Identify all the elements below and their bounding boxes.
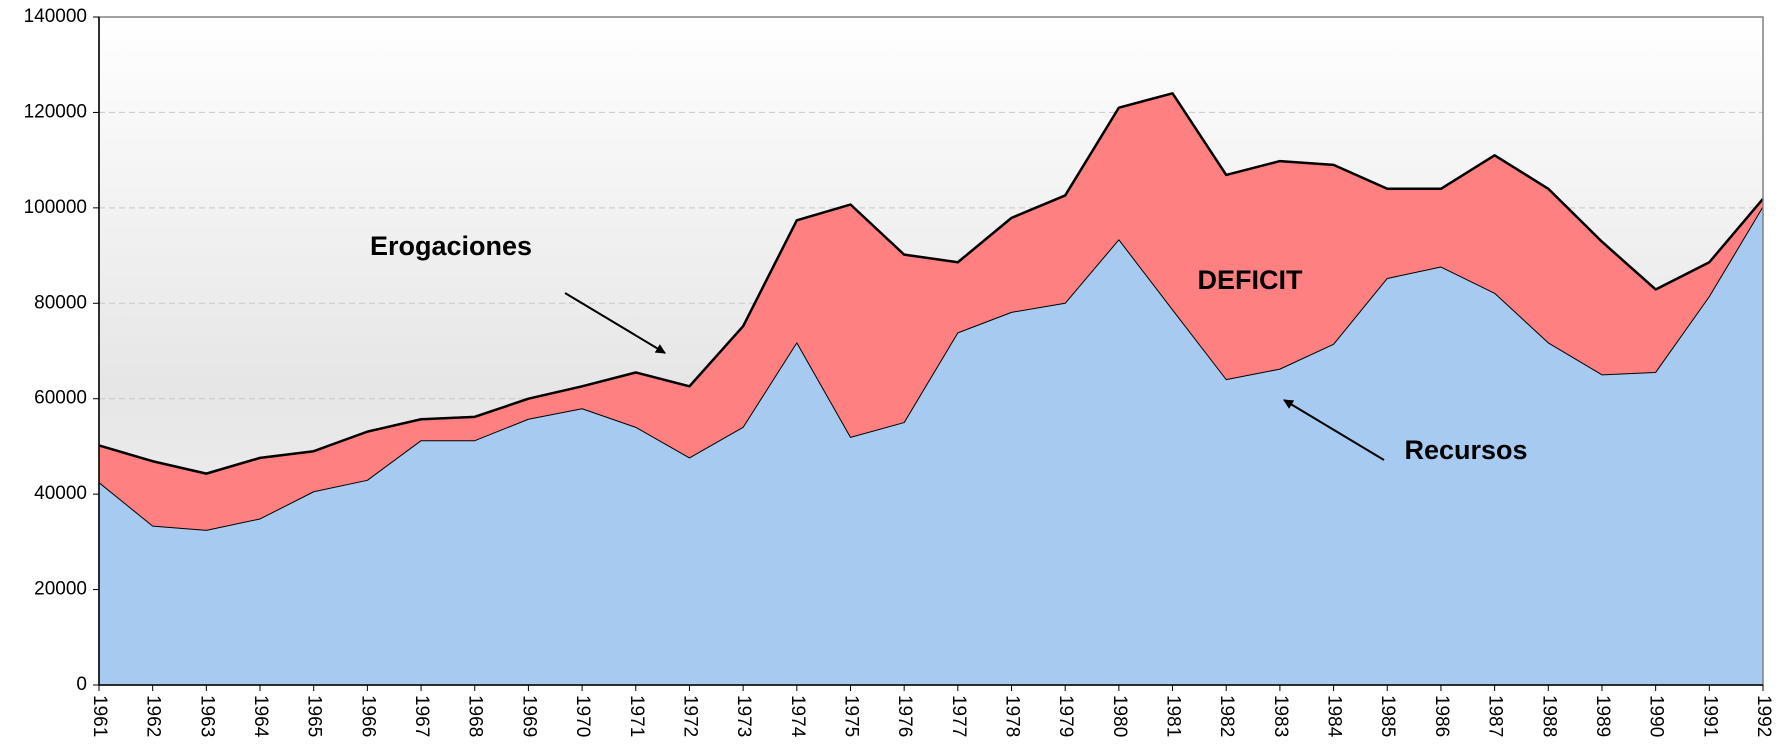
x-tick-label: 1976 (894, 695, 915, 737)
x-tick-label: 1979 (1055, 695, 1076, 737)
x-tick-label: 1961 (89, 695, 110, 737)
x-tick-label: 1967 (411, 695, 432, 737)
arrow (564, 292, 666, 354)
x-tick-label: 1975 (840, 695, 861, 737)
area-outline (98, 92, 1764, 475)
series-annotation: Erogaciones (370, 231, 532, 261)
y-tick-label: 0 (76, 674, 87, 695)
x-tick-label: 1983 (1270, 695, 1291, 737)
area (99, 206, 1763, 685)
y-tick-label: 20000 (34, 579, 87, 600)
x-tick-label: 1969 (518, 695, 539, 737)
series-annotation: Recursos (1404, 435, 1527, 465)
x-tick-label: 1972 (679, 695, 700, 737)
y-tick-label: 140000 (24, 6, 87, 27)
x-tick-label: 1985 (1377, 695, 1398, 737)
x-tick-label: 1965 (304, 695, 325, 737)
x-tick-label: 1982 (1216, 695, 1237, 737)
x-tick-label: 1974 (787, 695, 808, 738)
x-tick-label: 1978 (1002, 695, 1023, 737)
x-tick-label: 1973 (733, 695, 754, 737)
x-tick-label: 1990 (1646, 695, 1667, 737)
x-tick-label: 1981 (1163, 695, 1184, 737)
x-tick-label: 1988 (1538, 695, 1559, 737)
x-tick-label: 1970 (572, 695, 593, 737)
x-tick-label: 1962 (143, 695, 164, 737)
x-tick-label: 1966 (357, 695, 378, 737)
y-tick-label: 120000 (24, 101, 87, 122)
x-tick-label: 1992 (1753, 695, 1774, 737)
y-tick-label: 100000 (24, 197, 87, 218)
x-tick-label: 1991 (1699, 695, 1720, 737)
arrow (1283, 399, 1385, 461)
x-tick-label: 1977 (948, 695, 969, 737)
x-tick-label: 1964 (250, 695, 271, 738)
x-tick-label: 1984 (1324, 695, 1345, 738)
x-tick-label: 1989 (1592, 695, 1613, 737)
x-tick-label: 1968 (465, 695, 486, 737)
x-tick-label: 1980 (1109, 695, 1130, 737)
x-tick-label: 1986 (1431, 695, 1452, 737)
x-tick-label: 1963 (196, 695, 217, 737)
x-tick-label: 1971 (626, 695, 647, 737)
annotation: DEFICIT (1198, 265, 1304, 295)
area-outline (98, 206, 1764, 531)
y-tick-label: 80000 (34, 292, 87, 313)
x-tick-label: 1987 (1485, 695, 1506, 737)
y-tick-label: 60000 (34, 388, 87, 409)
y-tick-label: 40000 (34, 483, 87, 504)
